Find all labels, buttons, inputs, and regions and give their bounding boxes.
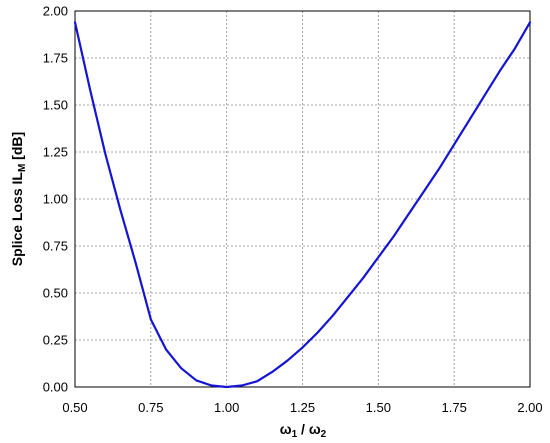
x-tick-label: 2.00 xyxy=(517,400,542,415)
x-label-sub1: 1 xyxy=(292,429,298,440)
x-tick-label: 1.00 xyxy=(214,400,239,415)
series-line xyxy=(73,21,532,389)
y-tick-label: 1.25 xyxy=(43,145,68,160)
y-tick-label: 0.50 xyxy=(43,286,68,301)
y-label-main: Splice Loss IL xyxy=(9,172,25,267)
y-tick-label: 1.75 xyxy=(43,51,68,66)
y-tick-labels: 0.00 0.25 0.50 0.75 1.00 1.25 1.50 1.75 2.00 xyxy=(43,4,68,395)
x-tick-label: 1.25 xyxy=(290,400,315,415)
x-tick-label: 1.75 xyxy=(442,400,467,415)
x-label-omega: ω xyxy=(280,421,292,437)
x-tick-label: 1.50 xyxy=(366,400,391,415)
x-tick-labels: 0.50 0.75 1.00 1.25 1.50 1.75 2.00 xyxy=(62,400,542,415)
y-tick-label: 0.00 xyxy=(43,380,68,395)
grid-lines xyxy=(75,11,530,387)
x-axis-label: ω1 / ω2 xyxy=(280,421,327,440)
y-tick-label: 2.00 xyxy=(43,4,68,19)
x-tick-label: 0.50 xyxy=(62,400,87,415)
y-tick-label: 0.75 xyxy=(43,239,68,254)
y-label-tail: [dB] xyxy=(9,132,25,164)
x-label-sub2: 2 xyxy=(321,429,327,440)
y-tick-label: 0.25 xyxy=(43,333,68,348)
y-tick-label: 1.50 xyxy=(43,98,68,113)
y-tick-label: 1.00 xyxy=(43,192,68,207)
plot-frame xyxy=(74,10,531,388)
x-label-sep: / ω xyxy=(297,421,321,437)
x-tick-label: 0.75 xyxy=(138,400,163,415)
y-label-sub: M xyxy=(17,164,28,172)
y-axis-label: Splice Loss ILM [dB] xyxy=(9,132,28,266)
